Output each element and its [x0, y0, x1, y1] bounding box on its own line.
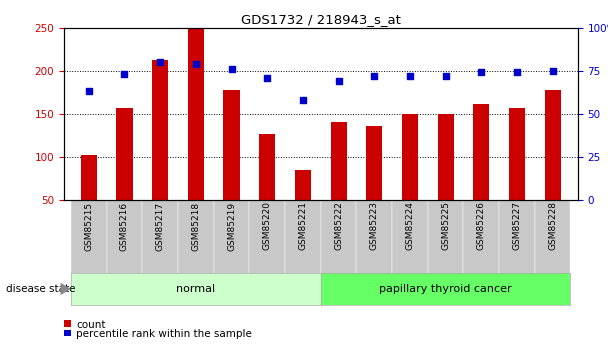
Point: [262, 75, 272, 80]
Point: [441, 73, 451, 79]
Text: count: count: [76, 320, 106, 329]
Text: percentile rank within the sample: percentile rank within the sample: [76, 329, 252, 339]
Bar: [224, 90, 240, 200]
Bar: [188, 29, 204, 200]
Bar: [249, 200, 285, 295]
Bar: [152, 60, 168, 200]
Bar: [142, 200, 178, 295]
Text: normal: normal: [176, 284, 215, 294]
Point: [477, 70, 486, 75]
Point: [155, 59, 165, 65]
Bar: [463, 200, 499, 295]
Bar: [81, 155, 97, 200]
Bar: [331, 122, 347, 200]
Text: disease state: disease state: [6, 284, 75, 294]
Bar: [366, 126, 382, 200]
Point: [191, 61, 201, 67]
Title: GDS1732 / 218943_s_at: GDS1732 / 218943_s_at: [241, 13, 401, 27]
Bar: [106, 200, 142, 295]
Point: [298, 97, 308, 103]
Bar: [295, 170, 311, 200]
Text: papillary thyroid cancer: papillary thyroid cancer: [379, 284, 512, 294]
Point: [334, 78, 344, 84]
Bar: [545, 90, 561, 200]
Bar: [259, 134, 275, 200]
Point: [227, 66, 237, 72]
Bar: [178, 200, 213, 295]
Bar: [392, 200, 428, 295]
Bar: [438, 114, 454, 200]
Bar: [321, 200, 356, 295]
Point: [84, 89, 94, 94]
Point: [548, 68, 558, 73]
Bar: [428, 200, 463, 295]
Bar: [71, 200, 106, 295]
Bar: [535, 200, 570, 295]
Point: [120, 71, 130, 77]
Bar: [213, 200, 249, 295]
Bar: [509, 108, 525, 200]
Bar: [402, 114, 418, 200]
Point: [370, 73, 379, 79]
Bar: [499, 200, 535, 295]
Bar: [473, 104, 489, 200]
Bar: [285, 200, 321, 295]
Bar: [356, 200, 392, 295]
Point: [512, 70, 522, 75]
Point: [405, 73, 415, 79]
Bar: [117, 108, 133, 200]
